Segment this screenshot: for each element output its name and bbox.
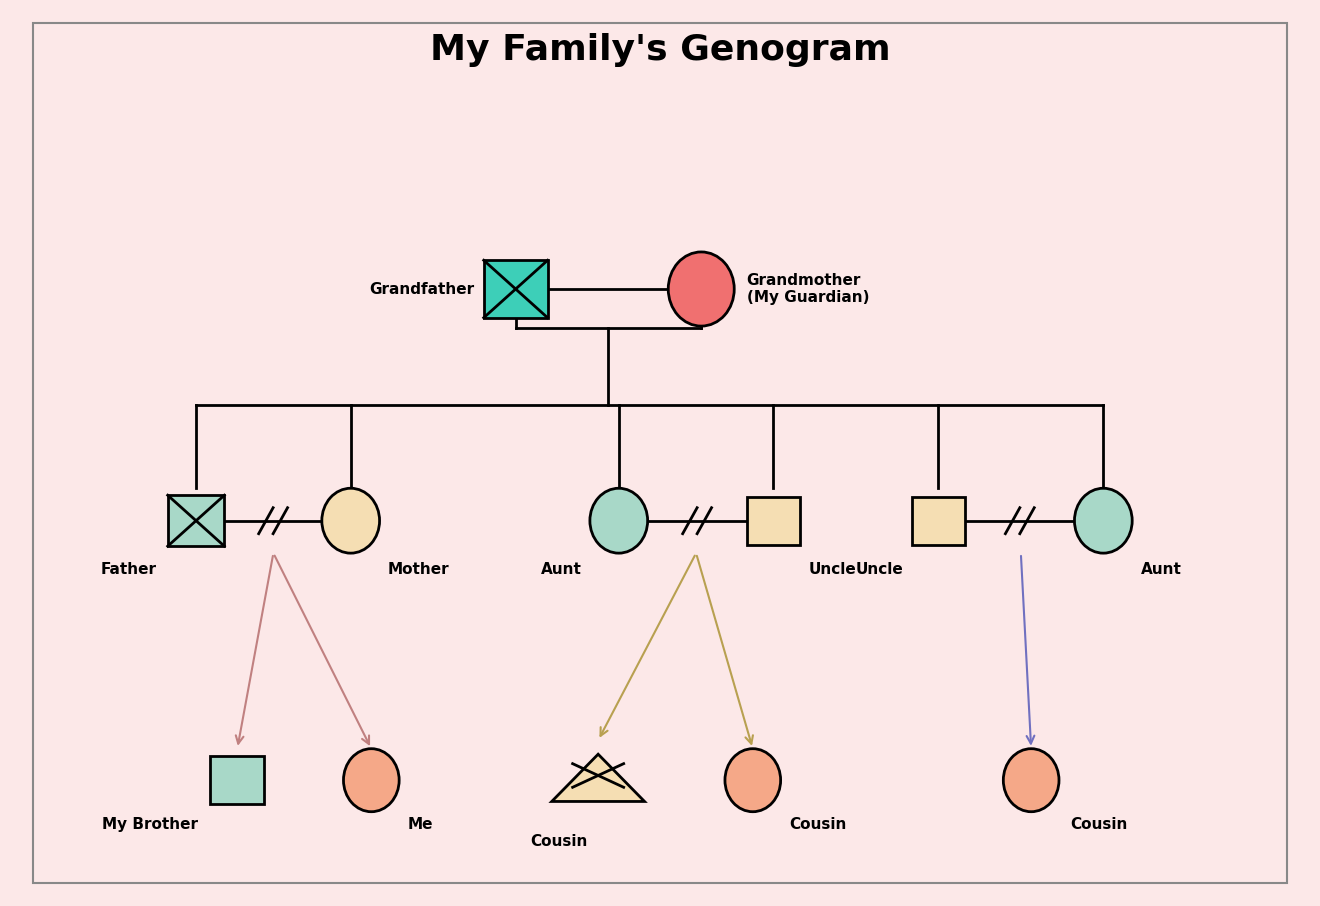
- Ellipse shape: [590, 488, 648, 554]
- Ellipse shape: [1003, 748, 1059, 812]
- Text: Cousin: Cousin: [789, 817, 846, 833]
- Ellipse shape: [322, 488, 380, 554]
- Text: Aunt: Aunt: [541, 563, 582, 577]
- Text: Grandmother
(My Guardian): Grandmother (My Guardian): [747, 273, 869, 305]
- Text: Aunt: Aunt: [1140, 563, 1181, 577]
- Text: My Brother: My Brother: [102, 817, 198, 833]
- Polygon shape: [552, 754, 644, 802]
- Ellipse shape: [343, 748, 399, 812]
- Bar: [210, 757, 264, 805]
- Text: Cousin: Cousin: [531, 834, 587, 849]
- Text: Uncle: Uncle: [855, 563, 903, 577]
- Bar: [912, 496, 965, 545]
- Ellipse shape: [668, 252, 734, 326]
- Ellipse shape: [725, 748, 780, 812]
- Text: Uncle: Uncle: [808, 563, 857, 577]
- Bar: [168, 496, 224, 546]
- Text: Cousin: Cousin: [1071, 817, 1127, 833]
- Bar: [747, 496, 800, 545]
- Text: Me: Me: [408, 817, 433, 833]
- Text: Mother: Mother: [388, 563, 449, 577]
- Bar: [483, 260, 548, 318]
- Title: My Family's Genogram: My Family's Genogram: [430, 34, 890, 67]
- Text: Grandfather: Grandfather: [370, 282, 474, 296]
- Ellipse shape: [1074, 488, 1133, 554]
- Text: Father: Father: [100, 563, 157, 577]
